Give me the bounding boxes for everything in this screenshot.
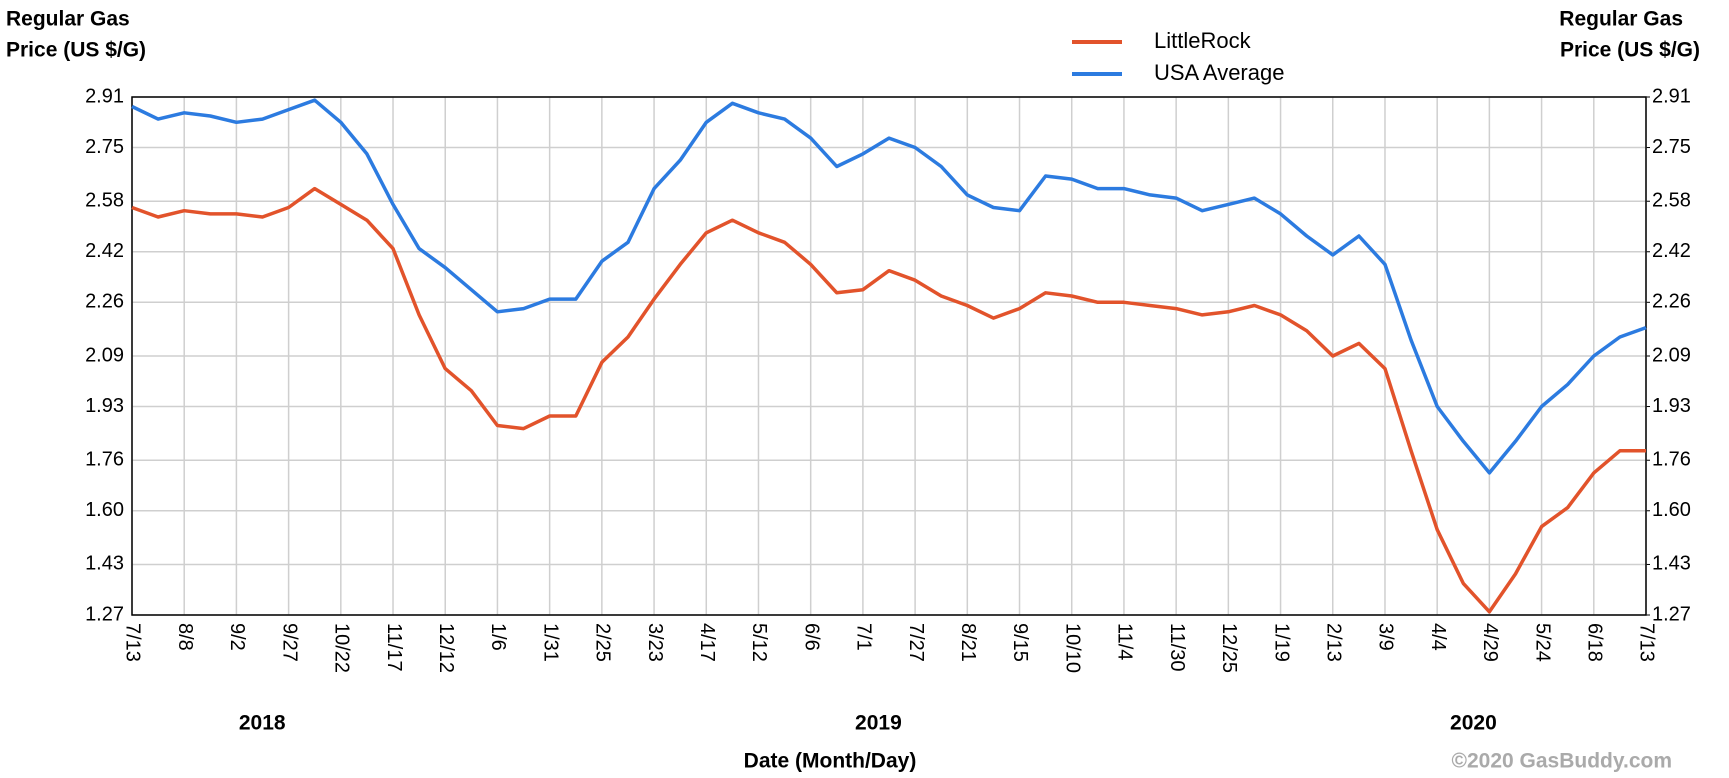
y2-tick-label: 1.43 <box>1652 553 1691 575</box>
x-tick-label: 9/2 <box>226 623 248 651</box>
y-tick-label: 2.75 <box>85 136 124 158</box>
y-tick-label: 2.26 <box>85 291 124 313</box>
y-tick-label: 1.93 <box>85 395 124 417</box>
y-tick-label: 2.09 <box>85 344 124 366</box>
x-tick-label: 7/13 <box>122 623 144 662</box>
x-tick-label: 7/13 <box>1636 623 1658 662</box>
y-tick-label: 2.42 <box>85 240 124 262</box>
y2-tick-label: 2.42 <box>1652 240 1691 262</box>
y2-tick-label: 1.76 <box>1652 449 1691 471</box>
y2-tick-label: 2.26 <box>1652 291 1691 313</box>
y2-axis-label: Regular Gas <box>1559 8 1683 31</box>
x-tick-label: 9/27 <box>278 623 300 662</box>
y-tick-label: 2.58 <box>85 190 124 212</box>
plot-border <box>131 96 1647 616</box>
x-tick-label: 12/12 <box>435 623 457 673</box>
y2-tick-label: 2.58 <box>1652 190 1691 212</box>
x-tick-label: 2/13 <box>1322 623 1344 662</box>
year-label: 2018 <box>239 712 286 735</box>
series-line <box>131 186 1646 614</box>
y2-tick-label: 2.75 <box>1652 136 1691 158</box>
y2-tick-label: 1.60 <box>1652 499 1691 521</box>
x-tick-label: 1/31 <box>539 623 561 662</box>
x-tick-label: 7/1 <box>853 623 875 651</box>
x-tick-label: 6/6 <box>800 623 822 651</box>
y-axis-label: Regular Gas <box>6 8 130 31</box>
y2-tick-label: 1.27 <box>1652 603 1691 625</box>
x-tick-label: 1/19 <box>1270 623 1292 662</box>
x-tick-label: 6/18 <box>1584 623 1606 662</box>
x-axis-label: Date (Month/Day) <box>744 750 917 773</box>
x-tick-label: 7/27 <box>905 623 927 662</box>
x-tick-label: 1/6 <box>487 623 509 651</box>
x-tick-label: 10/10 <box>1061 623 1083 673</box>
y-tick-label: 1.60 <box>85 499 124 521</box>
x-tick-label: 12/25 <box>1218 623 1240 673</box>
y-tick-label: 1.27 <box>85 603 124 625</box>
x-tick-label: 11/17 <box>383 623 405 672</box>
y2-axis-label: Price (US $/G) <box>1560 39 1700 62</box>
x-tick-label: 8/21 <box>957 623 979 662</box>
x-tick-label: 5/24 <box>1531 623 1553 662</box>
series-line <box>131 98 1647 475</box>
year-label: 2019 <box>855 712 902 735</box>
credit: ©2020 GasBuddy.com <box>1452 750 1673 773</box>
x-tick-label: 4/4 <box>1427 623 1449 651</box>
legend-label: USA Average <box>1154 60 1284 85</box>
y2-tick-label: 2.09 <box>1652 344 1691 366</box>
x-tick-label: 11/4 <box>1114 623 1136 660</box>
legend-label: LittleRock <box>1154 28 1252 53</box>
x-tick-label: 10/22 <box>331 623 353 673</box>
x-tick-label: 9/15 <box>1009 623 1031 662</box>
x-tick-label: 11/30 <box>1166 623 1188 672</box>
x-tick-label: 5/12 <box>748 623 770 662</box>
y2-tick-label: 2.91 <box>1652 85 1691 107</box>
y-axis-label: Price (US $/G) <box>6 39 146 62</box>
x-tick-label: 4/17 <box>696 623 718 662</box>
y2-tick-label: 1.93 <box>1652 395 1691 417</box>
y-tick-label: 2.91 <box>85 85 124 107</box>
year-label: 2020 <box>1450 712 1497 735</box>
x-tick-label: 2/25 <box>592 623 614 662</box>
x-tick-label: 3/9 <box>1375 623 1397 651</box>
x-tick-label: 8/8 <box>174 623 196 651</box>
x-tick-label: 4/29 <box>1479 623 1501 662</box>
y-tick-label: 1.76 <box>85 449 124 471</box>
x-tick-label: 3/23 <box>644 623 666 662</box>
y-tick-label: 1.43 <box>85 553 124 575</box>
